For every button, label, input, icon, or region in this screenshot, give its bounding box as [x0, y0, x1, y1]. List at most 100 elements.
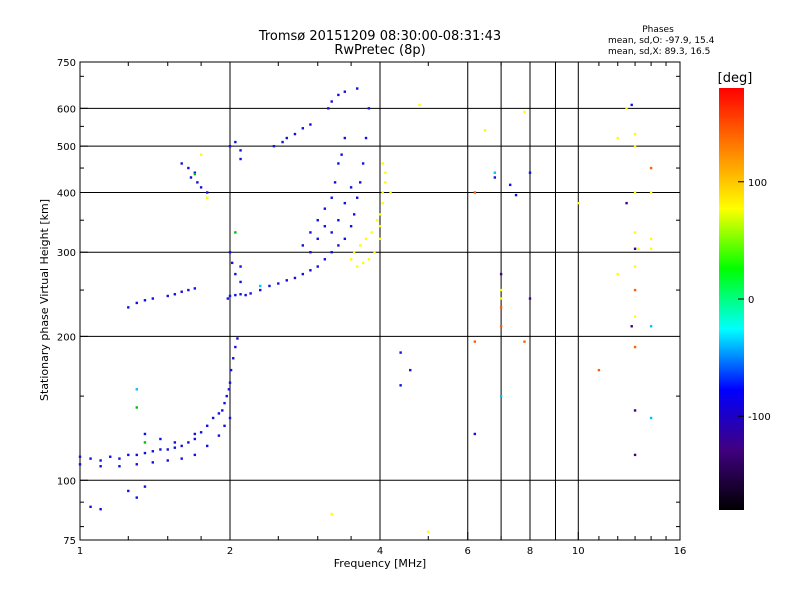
data-point: [349, 225, 353, 228]
x-tick-label: 8: [527, 546, 533, 557]
data-point: [228, 416, 232, 420]
data-point: [384, 171, 387, 174]
data-point: [301, 272, 305, 276]
data-point: [361, 162, 365, 165]
data-point: [381, 162, 384, 165]
data-point: [630, 325, 633, 328]
data-point: [483, 128, 487, 132]
data-point: [205, 424, 209, 428]
data-point: [301, 127, 305, 130]
data-point: [99, 507, 102, 511]
data-point: [473, 340, 477, 343]
data-point: [378, 237, 382, 241]
data-point: [217, 412, 221, 415]
data-point: [364, 136, 368, 140]
data-point: [499, 306, 503, 309]
data-point: [373, 251, 376, 254]
data-point: [633, 288, 637, 292]
data-point: [616, 136, 619, 140]
data-point: [625, 107, 628, 110]
data-point: [361, 261, 365, 265]
x-tick-label: 6: [465, 546, 471, 557]
y-tick-label: 400: [57, 188, 76, 199]
data-point: [367, 258, 371, 261]
data-point: [633, 247, 637, 250]
data-point: [523, 110, 526, 114]
data-point: [199, 153, 203, 156]
data-point: [309, 269, 312, 272]
data-point: [499, 297, 503, 300]
data-point: [199, 431, 203, 434]
data-point: [352, 251, 356, 254]
data-point: [399, 384, 402, 387]
data-point: [323, 207, 327, 210]
data-point: [633, 315, 637, 318]
data-point: [78, 463, 82, 466]
y-tick-label: 300: [57, 248, 76, 259]
chart-subtitle: RwPretec (8p): [334, 43, 425, 58]
data-point: [143, 299, 147, 302]
data-point: [309, 123, 312, 126]
data-point: [193, 437, 197, 441]
data-point: [378, 213, 382, 216]
data-point: [228, 251, 232, 254]
y-tick-label: 500: [57, 142, 76, 153]
colorbar-label: [deg]: [718, 71, 753, 86]
data-point: [370, 231, 373, 234]
data-point: [285, 279, 288, 282]
data-point: [343, 136, 347, 140]
data-point: [173, 446, 177, 449]
data-point: [293, 276, 297, 280]
colorbar: [deg] 100 0 -100: [718, 71, 771, 510]
data-point: [234, 231, 237, 234]
data-point: [633, 191, 637, 194]
data-point: [239, 293, 242, 296]
data-point: [523, 340, 526, 343]
data-point: [649, 247, 653, 250]
data-point: [384, 181, 387, 184]
y-tick-label: 600: [57, 104, 76, 115]
data-point: [118, 465, 121, 468]
data-point: [309, 231, 312, 234]
data-point: [499, 272, 503, 276]
data-point: [135, 388, 138, 391]
data-point: [293, 132, 297, 136]
data-point: [349, 186, 353, 189]
data-point: [355, 87, 359, 90]
data-point: [281, 140, 284, 144]
data-point: [649, 416, 653, 420]
info-line-x: mean, sd,X: 89.3, 16.5: [608, 47, 710, 57]
data-point: [514, 193, 518, 197]
data-point: [355, 265, 359, 268]
data-point: [309, 251, 312, 254]
data-point: [499, 325, 503, 328]
data-point: [376, 219, 379, 222]
data-point: [633, 144, 637, 148]
data-point: [166, 459, 169, 462]
data-point: [330, 512, 333, 516]
data-point: [228, 144, 232, 148]
x-tick-label: 16: [674, 546, 687, 557]
data-point: [343, 201, 347, 205]
data-point: [649, 191, 653, 194]
plot-area: 1 2 4 6 8 10 16 75 100 200 300 400 500 600 750: [57, 58, 686, 557]
data-point: [135, 496, 138, 499]
data-point: [378, 225, 382, 228]
data-point: [187, 288, 190, 292]
data-point: [239, 265, 242, 268]
data-point: [323, 258, 327, 261]
data-point: [127, 453, 130, 457]
data-point: [151, 450, 155, 453]
data-point: [499, 394, 503, 398]
data-point: [649, 237, 653, 241]
data-point: [193, 287, 197, 290]
data-point: [135, 301, 138, 305]
data-point: [316, 219, 319, 222]
data-point: [528, 171, 532, 174]
data-point: [143, 451, 147, 455]
data-point: [226, 297, 230, 300]
data-point: [409, 368, 412, 372]
data-point: [205, 444, 209, 448]
x-tick-label: 1: [77, 546, 83, 557]
